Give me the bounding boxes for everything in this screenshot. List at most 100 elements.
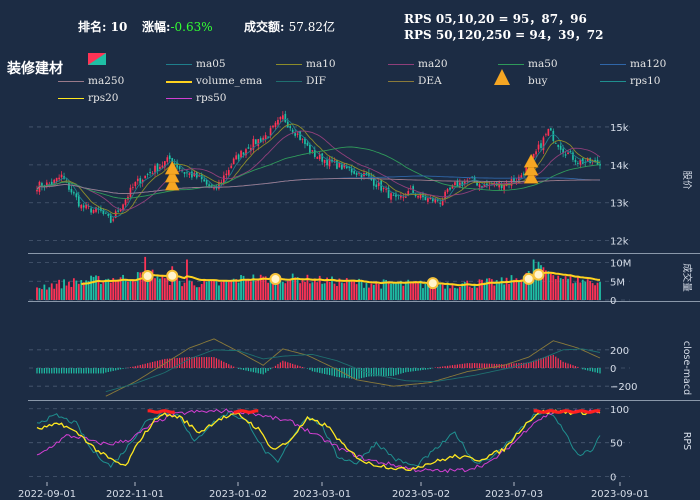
- volume-bar: [412, 281, 415, 300]
- rps-tick-label: 0: [610, 473, 616, 484]
- x-tick-label: 2022-09-01: [18, 489, 76, 500]
- candle-body: [254, 139, 257, 144]
- volume-bar: [232, 278, 235, 300]
- volume-panel: 0 5M 10M 成交量: [28, 253, 700, 307]
- volume-bar: [294, 277, 297, 300]
- buy-marker: [164, 168, 180, 183]
- candle-body: [222, 175, 225, 184]
- candle-body: [210, 185, 213, 188]
- candle-body: [395, 193, 397, 197]
- candle-body: [166, 157, 169, 162]
- volume-bar: [530, 274, 533, 300]
- volume-bar: [240, 275, 242, 300]
- candle-body: [326, 159, 328, 166]
- candle-body: [294, 133, 296, 136]
- volume-bar: [308, 283, 311, 300]
- legend-label-volume_ema: volume_ema: [196, 75, 263, 87]
- legend-label-DEA: DEA: [418, 75, 442, 87]
- volume-bar: [454, 287, 456, 300]
- turnover-value: 57.82亿: [288, 20, 335, 34]
- volume-bar: [277, 276, 279, 300]
- volume-bar: [326, 277, 329, 300]
- volume-bar: [589, 281, 592, 300]
- volume-bar: [129, 281, 132, 300]
- volume-bar: [407, 279, 410, 300]
- volume-bar: [205, 281, 208, 300]
- volume-bar: [446, 282, 449, 300]
- candle-body: [341, 163, 343, 170]
- candle-body: [360, 174, 363, 179]
- legend-swatch-rps20: [58, 98, 84, 99]
- volume-bar: [323, 283, 326, 300]
- volume-bar: [286, 281, 289, 300]
- volume-bar: [200, 283, 203, 300]
- series-ma50: [36, 146, 601, 199]
- candle-body: [461, 182, 464, 186]
- price-axis-label: 股价: [681, 170, 692, 190]
- candle-body: [36, 189, 38, 192]
- candle-body: [402, 196, 405, 198]
- candle-body: [365, 173, 368, 175]
- candle-body: [301, 138, 304, 140]
- candle-body: [132, 187, 134, 188]
- volume-bar: [527, 270, 530, 300]
- buy-marker: [164, 176, 180, 191]
- x-tick-label: 2023-03-01: [293, 489, 351, 500]
- candle-body: [542, 137, 545, 151]
- candle-body: [95, 207, 97, 212]
- volume-bar: [264, 276, 267, 300]
- legend-swatch-ma10: [276, 64, 302, 65]
- volume-bar: [188, 280, 191, 300]
- candle-body: [286, 121, 289, 128]
- candle-body: [594, 160, 596, 162]
- legend-swatch-volume_ema: [166, 81, 192, 83]
- legend-label-rps20: rps20: [88, 92, 119, 104]
- candle-body: [350, 168, 353, 173]
- volume-bar: [301, 279, 304, 300]
- volume-bar: [510, 275, 513, 300]
- rank-label-text: 排名:: [78, 20, 107, 34]
- volume-bar: [579, 282, 582, 300]
- candle-body: [520, 175, 523, 180]
- volume-bar: [159, 278, 161, 300]
- candle-body: [168, 155, 171, 160]
- candle-body: [400, 195, 402, 198]
- volume-bar: [503, 284, 506, 300]
- candle-body: [100, 208, 102, 212]
- volume-bar: [36, 287, 38, 300]
- legend-swatch-rps50: [166, 98, 192, 99]
- volume-bar: [176, 278, 179, 300]
- volume-bar: [272, 275, 274, 300]
- volume-bar: [397, 282, 400, 300]
- price-tick-label: 13k: [610, 199, 629, 210]
- volume-bar: [38, 288, 41, 300]
- volume-bar: [513, 279, 515, 300]
- candle-body: [41, 183, 43, 187]
- volume-bar: [375, 281, 378, 300]
- candle-body: [510, 179, 513, 186]
- candle-body: [183, 172, 186, 174]
- volume-bar: [50, 283, 53, 300]
- volume-bar: [599, 282, 601, 300]
- candle-body: [257, 139, 260, 147]
- candle-body: [309, 144, 311, 153]
- volume-bar: [345, 278, 348, 300]
- volume-bar: [545, 270, 547, 300]
- volume-bar: [402, 285, 405, 300]
- rps-panel: 0 50 100 RPS: [28, 400, 700, 484]
- candle-body: [230, 165, 233, 169]
- candle-body: [513, 178, 515, 182]
- volume-bar: [429, 279, 432, 300]
- legend-swatch-ma250: [58, 81, 84, 82]
- legend-label-ma20: ma20: [418, 58, 448, 70]
- price-panel: 12k 13k 14k 15k 股价: [29, 110, 692, 248]
- candle-body: [424, 196, 427, 201]
- volume-ema-marker: [522, 272, 535, 285]
- macd-panel: −200 0 200 close-macd: [29, 338, 692, 397]
- candle-body: [431, 197, 434, 202]
- volume-bar: [304, 281, 306, 300]
- candle-body: [144, 175, 147, 179]
- legend-label-rps50: rps50: [196, 92, 227, 104]
- volume-bar: [434, 281, 437, 300]
- candle-body: [486, 183, 488, 186]
